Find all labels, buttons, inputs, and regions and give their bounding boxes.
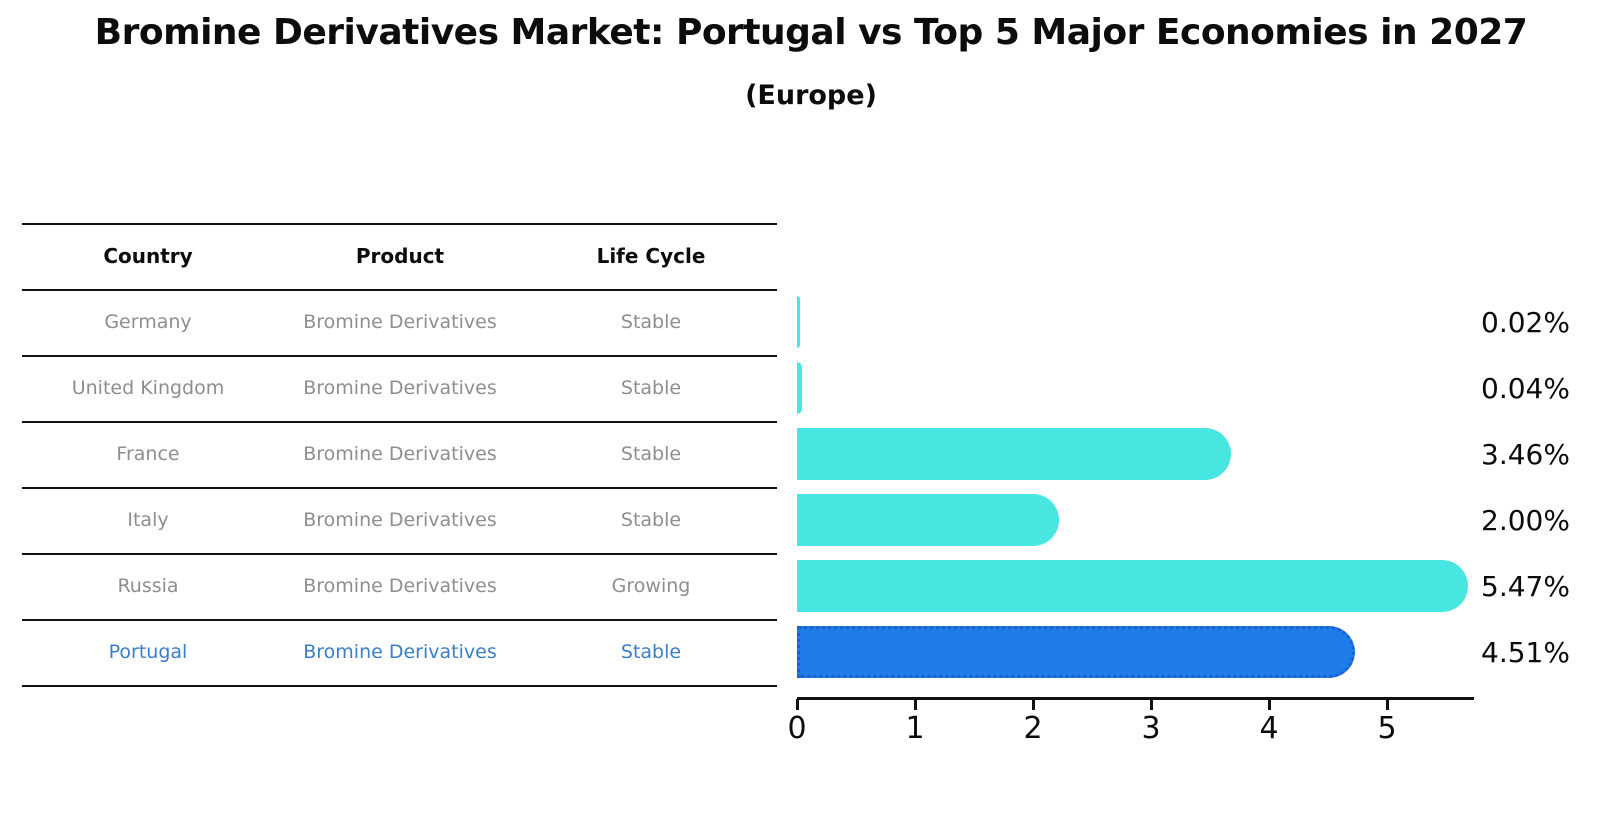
x-axis-line: [797, 697, 1474, 700]
table-divider: [22, 619, 777, 621]
table-header-country: Country: [103, 244, 193, 268]
x-axis-tick-label: 4: [1259, 711, 1279, 746]
table-cell-life_cycle: Growing: [611, 575, 691, 597]
bar-value-label: 0.04%: [1481, 371, 1570, 405]
table-cell-life_cycle: Stable: [620, 443, 682, 465]
x-axis-tick-label: 2: [1023, 711, 1043, 746]
table-divider: [22, 553, 777, 555]
x-axis-tick-label: 1: [905, 711, 925, 746]
bar-value-label: 3.46%: [1481, 437, 1570, 471]
table-divider: [22, 223, 777, 225]
table-cell-life_cycle: Stable: [620, 377, 682, 399]
x-axis-tick-label: 3: [1141, 711, 1161, 746]
bar-value-label: 5.47%: [1481, 569, 1570, 603]
table-cell-life_cycle: Stable: [620, 509, 682, 531]
bar-italy: [797, 494, 1059, 546]
x-axis-tick: [796, 699, 799, 710]
table-cell-country: Russia: [117, 575, 179, 597]
table-cell-product: Bromine Derivatives: [303, 575, 497, 597]
bar-value-label: 2.00%: [1481, 503, 1570, 537]
x-axis-tick: [1032, 699, 1035, 710]
table-cell-product: Bromine Derivatives: [303, 641, 497, 663]
table-divider: [22, 487, 777, 489]
table-divider: [22, 685, 777, 687]
x-axis-tick-label: 0: [787, 711, 807, 746]
chart-title: Bromine Derivatives Market: Portugal vs …: [94, 12, 1528, 53]
table-cell-product: Bromine Derivatives: [303, 377, 497, 399]
bar-portugal: [797, 626, 1356, 678]
table-cell-country: Italy: [127, 509, 169, 531]
table-cell-life_cycle: Stable: [620, 641, 682, 663]
x-axis-tick: [1150, 699, 1153, 710]
table-cell-life_cycle: Stable: [620, 311, 682, 333]
table-divider: [22, 289, 777, 291]
table-cell-country: Portugal: [108, 641, 188, 663]
table-cell-country: France: [116, 443, 180, 465]
bar-united-kingdom: [797, 362, 802, 414]
x-axis-tick: [1268, 699, 1271, 710]
bar-value-label: 0.02%: [1481, 305, 1570, 339]
bar-russia: [797, 560, 1469, 612]
bar-value-label: 4.51%: [1481, 635, 1570, 669]
table-cell-product: Bromine Derivatives: [303, 311, 497, 333]
table-header-product: Product: [355, 244, 445, 268]
bar-france: [797, 428, 1232, 480]
table-cell-country: Germany: [104, 311, 192, 333]
table-cell-country: United Kingdom: [71, 377, 225, 399]
table-cell-product: Bromine Derivatives: [303, 443, 497, 465]
chart-subtitle: (Europe): [745, 80, 877, 111]
x-axis-tick: [1386, 699, 1389, 710]
table-divider: [22, 421, 777, 423]
x-axis-tick-label: 5: [1377, 711, 1397, 746]
table-cell-product: Bromine Derivatives: [303, 509, 497, 531]
bar-germany: [797, 296, 800, 348]
x-axis-tick: [914, 699, 917, 710]
table-divider: [22, 355, 777, 357]
table-header-life-cycle: Life Cycle: [596, 244, 706, 268]
